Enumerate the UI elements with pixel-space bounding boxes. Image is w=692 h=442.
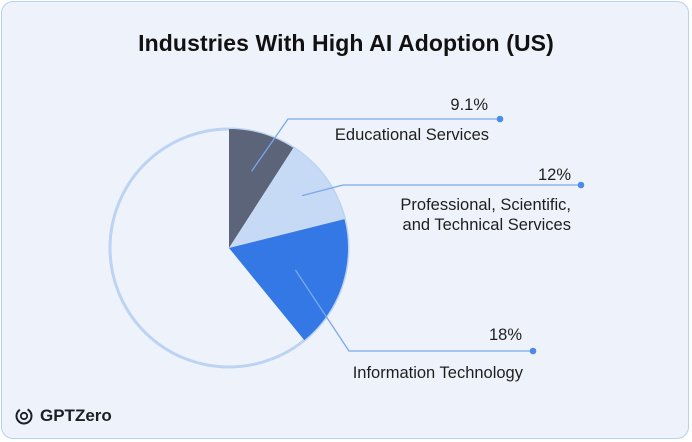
- pie-slice-professional-services: [229, 147, 345, 248]
- slice-label-professional-services-line2: and Technical Services: [403, 216, 571, 234]
- leader-line-information-technology: [294, 269, 533, 352]
- gptzero-logo-icon: [15, 407, 33, 425]
- chart-title: Industries With High AI Adoption (US): [138, 30, 554, 56]
- leader-dot-educational-services: [496, 115, 504, 123]
- brand: GPTZero: [14, 406, 112, 426]
- slice-value-information-technology: 18%: [489, 326, 522, 344]
- slice-label-professional-services-line1: Professional, Scientific,: [400, 196, 571, 214]
- pie-slice-information-technology: [229, 219, 349, 341]
- slice-label-information-technology: Information Technology: [353, 364, 524, 382]
- leader-dot-information-technology: [529, 347, 537, 355]
- leader-line-professional-services: [301, 184, 581, 197]
- slice-value-educational-services: 9.1%: [450, 96, 488, 114]
- slice-value-professional-services: 12%: [538, 166, 571, 184]
- pie-slice-educational-services: [229, 129, 294, 248]
- leader-dot-professional-services: [577, 181, 585, 189]
- leader-line-educational-services: [251, 118, 500, 172]
- brand-name: GPTZero: [40, 406, 112, 425]
- slice-label-educational-services: Educational Services: [335, 126, 489, 144]
